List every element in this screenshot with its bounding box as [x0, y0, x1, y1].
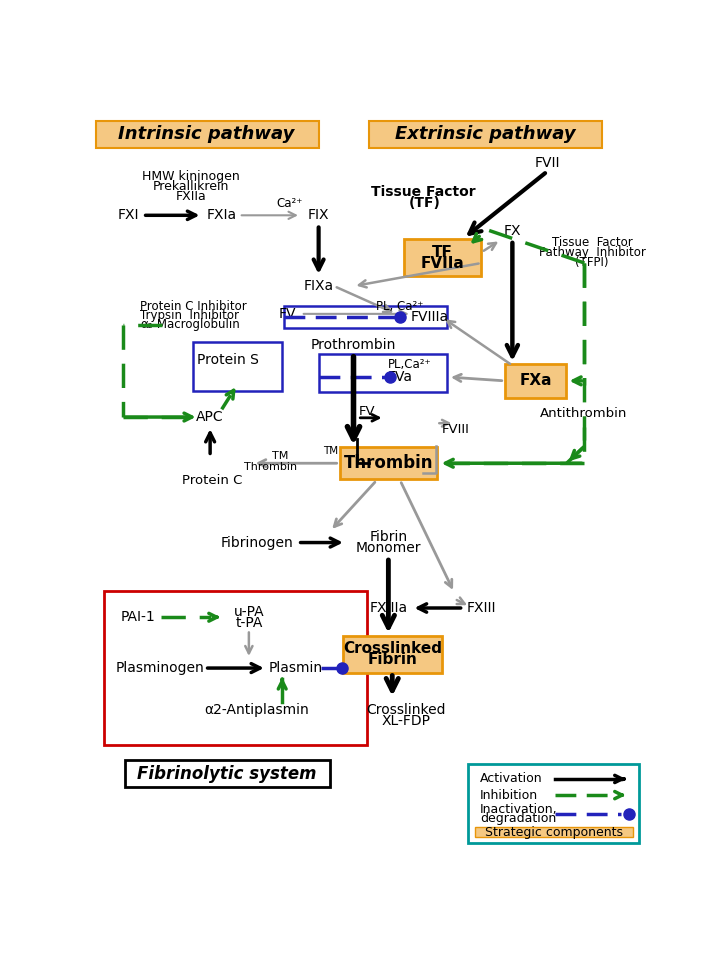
Text: Inactivation,: Inactivation,	[480, 804, 557, 816]
Text: Plasminogen: Plasminogen	[115, 661, 204, 675]
Text: Crosslinked: Crosslinked	[366, 704, 446, 717]
Bar	[96, 121, 319, 148]
Bar	[475, 827, 634, 837]
Text: Intrinsic pathway: Intrinsic pathway	[118, 126, 294, 143]
Text: FXa: FXa	[519, 373, 552, 389]
Text: Tissue Factor: Tissue Factor	[371, 185, 476, 200]
Text: Plasmin: Plasmin	[269, 661, 323, 675]
Text: Fibrin: Fibrin	[367, 652, 417, 667]
Text: FVIIa: FVIIa	[420, 255, 464, 271]
Text: Protein C Inhibitor: Protein C Inhibitor	[140, 300, 247, 313]
Text: Pathway  Inhibitor: Pathway Inhibitor	[539, 246, 646, 259]
Text: FX: FX	[503, 224, 521, 238]
Text: FIXa: FIXa	[304, 279, 333, 293]
Text: Prothrombin: Prothrombin	[311, 338, 396, 351]
Text: PL, Ca²⁺: PL, Ca²⁺	[377, 300, 423, 313]
Text: PL,Ca²⁺: PL,Ca²⁺	[388, 358, 432, 372]
Text: FV: FV	[359, 405, 376, 419]
Bar	[125, 760, 330, 786]
Text: Fibrinogen: Fibrinogen	[220, 536, 293, 549]
Text: APC: APC	[197, 410, 224, 424]
Text: FVII: FVII	[534, 156, 560, 170]
Text: FXIa: FXIa	[207, 208, 237, 223]
Text: (TFPI): (TFPI)	[575, 255, 609, 269]
Text: FIX: FIX	[308, 208, 329, 223]
Text: Inhibition: Inhibition	[480, 788, 538, 802]
Text: u-PA: u-PA	[233, 605, 264, 619]
Text: Crosslinked: Crosslinked	[343, 641, 442, 657]
Text: α₂-Macroglobulin: α₂-Macroglobulin	[140, 318, 240, 331]
Text: TM: TM	[323, 446, 338, 456]
Text: FXI: FXI	[118, 208, 140, 223]
Text: TF: TF	[432, 245, 453, 260]
Text: Activation: Activation	[480, 773, 542, 785]
Text: FXIIa: FXIIa	[176, 190, 206, 204]
Text: degradation: degradation	[480, 812, 556, 826]
Text: FVIIIa: FVIIIa	[410, 310, 449, 324]
Text: TM: TM	[272, 450, 289, 461]
Text: FXIII: FXIII	[467, 601, 496, 615]
Text: (TF): (TF)	[409, 196, 441, 210]
Bar	[468, 763, 639, 843]
Text: PAI-1: PAI-1	[121, 611, 156, 624]
Bar	[319, 354, 446, 393]
Bar	[104, 591, 367, 745]
Text: Ca²⁺: Ca²⁺	[276, 197, 303, 210]
Text: Fibrin: Fibrin	[369, 530, 408, 544]
Text: Thrombin: Thrombin	[343, 454, 433, 472]
Text: Protein C: Protein C	[182, 474, 243, 488]
Bar	[505, 364, 566, 397]
Text: FXIIIa: FXIIIa	[369, 601, 408, 615]
Text: Thrombin: Thrombin	[244, 462, 297, 472]
Text: FV: FV	[279, 307, 297, 321]
Text: Antithrombin: Antithrombin	[540, 407, 627, 420]
Text: FVa: FVa	[387, 370, 413, 384]
Bar	[404, 239, 482, 276]
Text: t-PA: t-PA	[235, 615, 263, 630]
Text: Prekallikrein: Prekallikrein	[153, 180, 229, 193]
Bar	[340, 447, 437, 479]
Text: Protein S: Protein S	[197, 353, 259, 367]
Text: Fibrinolytic system: Fibrinolytic system	[138, 764, 317, 782]
Text: Tissue  Factor: Tissue Factor	[552, 236, 633, 249]
Text: FVIII: FVIII	[442, 422, 469, 436]
Text: Strategic components: Strategic components	[485, 826, 624, 839]
Bar	[343, 636, 442, 673]
Bar	[284, 306, 446, 327]
Text: Extrinsic pathway: Extrinsic pathway	[395, 126, 575, 143]
Text: HMW kininogen: HMW kininogen	[142, 170, 240, 183]
Text: Trypsin  Inhibitor: Trypsin Inhibitor	[140, 309, 239, 322]
Text: Monomer: Monomer	[356, 540, 421, 555]
Bar	[369, 121, 601, 148]
Bar	[193, 343, 282, 391]
Text: XL-FDP: XL-FDP	[382, 714, 431, 729]
Text: α2-Antiplasmin: α2-Antiplasmin	[204, 703, 309, 716]
